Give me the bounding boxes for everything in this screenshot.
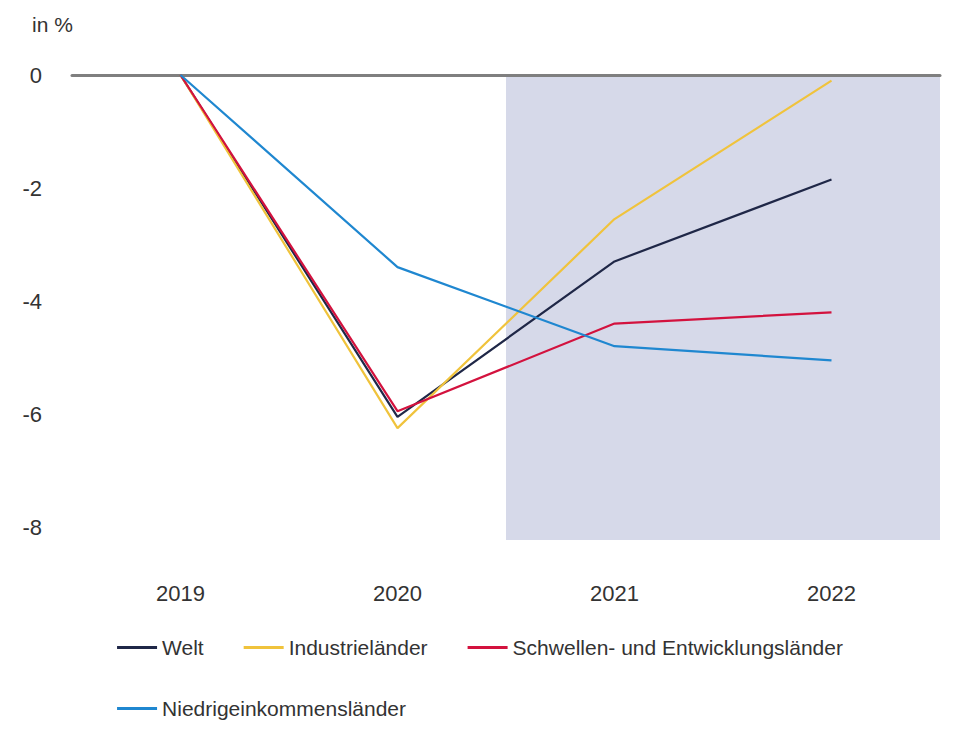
svg-text:Industrieländer: Industrieländer: [289, 636, 428, 659]
svg-text:Schwellen- und Entwicklungslän: Schwellen- und Entwicklungsländer: [513, 636, 843, 659]
svg-text:in %: in %: [32, 13, 73, 36]
svg-text:2020: 2020: [373, 581, 422, 606]
svg-text:Niedrigeinkommensländer: Niedrigeinkommensländer: [162, 697, 406, 720]
svg-text:-4: -4: [22, 289, 42, 314]
svg-text:2022: 2022: [807, 581, 856, 606]
svg-text:2019: 2019: [156, 581, 205, 606]
svg-text:-8: -8: [22, 515, 42, 540]
svg-text:0: 0: [30, 63, 42, 88]
svg-text:-6: -6: [22, 402, 42, 427]
svg-text:Welt: Welt: [162, 636, 204, 659]
svg-text:-2: -2: [22, 176, 42, 201]
svg-text:2021: 2021: [590, 581, 639, 606]
